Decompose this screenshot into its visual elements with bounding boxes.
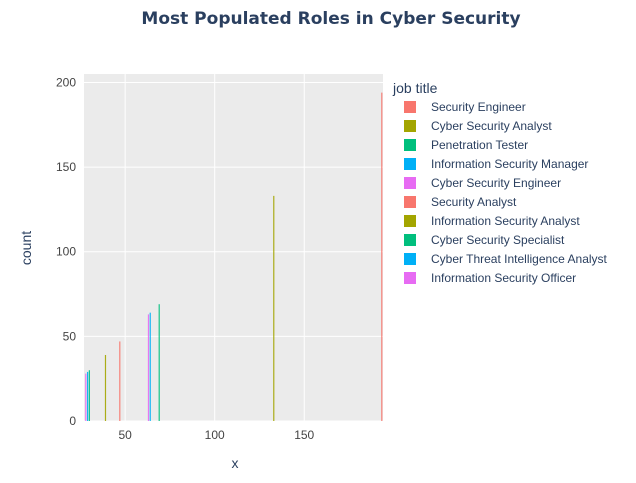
bar-9[interactable] (86, 371, 89, 421)
legend-label[interactable]: Information Security Officer (431, 271, 576, 285)
y-tick-label: 0 (69, 414, 76, 428)
legend-label[interactable]: Cyber Security Specialist (431, 233, 565, 247)
legend-label[interactable]: Cyber Security Analyst (431, 119, 552, 133)
legend-label[interactable]: Information Security Analyst (431, 214, 580, 228)
legend-swatch[interactable] (404, 234, 416, 246)
legend-label[interactable]: Security Engineer (431, 100, 526, 114)
bar-7[interactable] (104, 354, 107, 421)
bar-8[interactable] (88, 370, 90, 421)
legend-label[interactable]: Information Security Manager (431, 157, 588, 171)
legend-swatch[interactable] (404, 158, 416, 170)
bar-2[interactable] (273, 195, 275, 421)
bar-3[interactable] (158, 304, 160, 421)
y-axis-title: count (18, 231, 34, 265)
y-tick-label: 200 (56, 75, 76, 89)
legend-swatch[interactable] (404, 101, 416, 113)
y-tick-label: 50 (63, 329, 77, 343)
x-tick-label: 100 (205, 428, 225, 442)
legend-label[interactable]: Penetration Tester (431, 138, 528, 152)
legend-swatch[interactable] (404, 139, 416, 151)
x-tick-label: 50 (118, 428, 132, 442)
legend-swatch[interactable] (404, 120, 416, 132)
legend-swatch[interactable] (404, 196, 416, 208)
grid-lines (84, 74, 383, 422)
plot-area (84, 74, 383, 421)
legend-label[interactable]: Cyber Security Engineer (431, 176, 561, 190)
bars (85, 92, 383, 422)
y-tick-label: 100 (56, 245, 76, 259)
legend-swatch[interactable] (404, 177, 416, 189)
y-tick-label: 150 (56, 160, 76, 174)
legend-swatch[interactable] (404, 215, 416, 227)
x-axis-title: x (232, 455, 239, 471)
x-axis-ticks: 50 100 150 (118, 428, 314, 442)
bar-10[interactable] (85, 373, 87, 421)
bar-4[interactable] (149, 312, 151, 421)
legend-title: job title (392, 80, 438, 96)
bar-5[interactable] (147, 314, 150, 421)
legend: job title Security Engineer Cyber Securit… (392, 80, 608, 285)
legend-label[interactable]: Cyber Threat Intelligence Analyst (431, 252, 608, 266)
x-tick-label: 150 (294, 428, 314, 442)
y-axis-ticks: 0 50 100 150 200 (56, 75, 76, 428)
legend-label[interactable]: Security Analyst (431, 195, 517, 209)
legend-swatch[interactable] (404, 272, 416, 284)
chart-title: Most Populated Roles in Cyber Security (141, 9, 520, 29)
bar-1[interactable] (381, 92, 383, 422)
bar-6[interactable] (119, 341, 121, 421)
legend-swatch[interactable] (404, 253, 416, 265)
